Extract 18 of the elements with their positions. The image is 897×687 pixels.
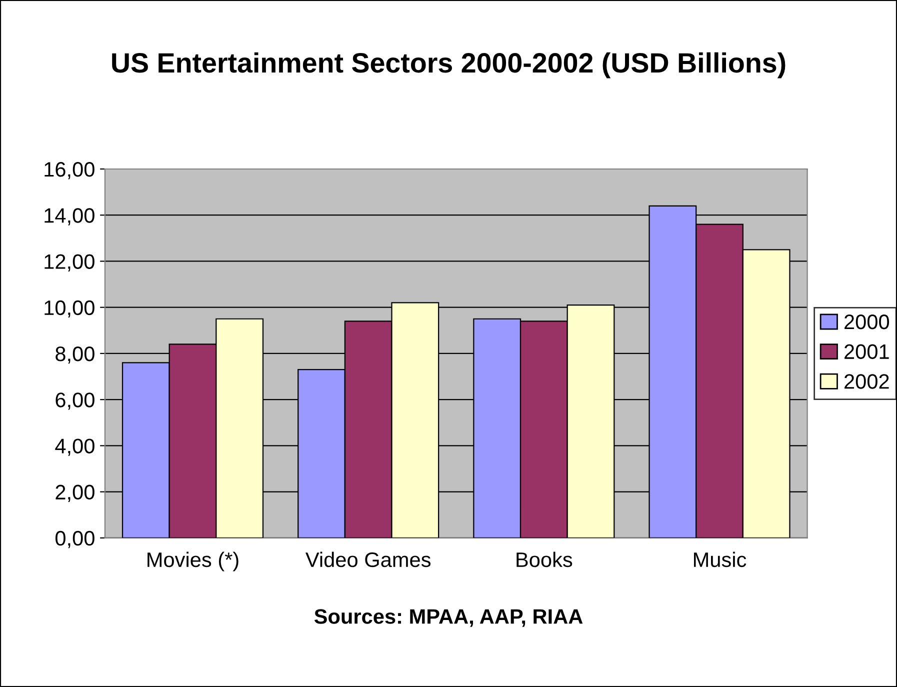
source-note: Sources: MPAA, AAP, RIAA bbox=[314, 609, 583, 627]
y-tick-label: 2,00 bbox=[56, 484, 94, 502]
x-tick-label: Music bbox=[694, 552, 746, 568]
y-tick-label: 6,00 bbox=[56, 392, 94, 410]
y-tick-label: 16,00 bbox=[44, 162, 94, 180]
y-tick-label: 4,00 bbox=[55, 438, 94, 456]
x-tick-label: Books bbox=[516, 552, 572, 568]
y-tick-label: 0,00 bbox=[55, 530, 94, 548]
legend-label: 2000 bbox=[844, 314, 890, 330]
y-tick-label: 8,00 bbox=[56, 346, 94, 364]
y-tick-label: 14,00 bbox=[44, 208, 94, 226]
chart-title: US Entertainment Sectors 2000-2002 (USD Billions) bbox=[112, 52, 786, 78]
y-tick-label: 10,00 bbox=[44, 300, 94, 318]
x-tick-label: Movies (*) bbox=[148, 552, 238, 572]
x-tick-label: Video Games bbox=[305, 552, 431, 568]
y-tick-label: 12,00 bbox=[44, 254, 94, 272]
legend-label: 2002 bbox=[844, 374, 889, 389]
legend-label: 2001 bbox=[844, 344, 889, 360]
